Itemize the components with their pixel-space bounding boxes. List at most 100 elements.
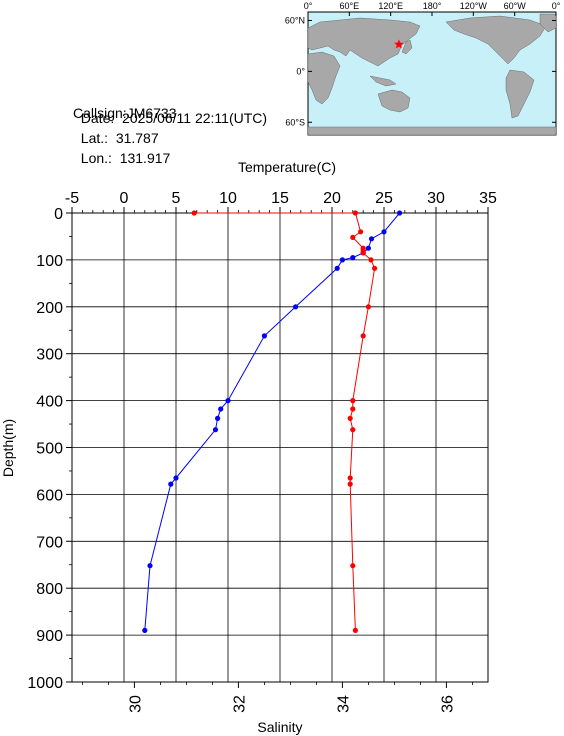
depth-tick-label: 900 [36,628,63,645]
temperature-point [261,333,267,339]
land-eurasia [307,17,421,67]
map-lon-label: 60°E [340,1,360,11]
date-value: 2025/06/11 22:11(UTC) [122,110,268,126]
map-ticks [307,12,557,123]
land-japan [401,39,413,55]
salinity-tick-label: 34 [335,695,352,713]
map-lon-label: 0° [552,1,561,11]
map-lon-label: 120°W [460,1,488,11]
temperature-point [293,304,299,310]
salinity-point [352,210,358,216]
map-lon-label: 60°W [504,1,527,11]
position-star-icon [394,39,404,49]
depth-tick-label: 300 [36,347,63,364]
salinity-profile-line [194,212,376,631]
world-map: 0° 60°E 120°E 180° 120°W 60°W 0° 60°N 0° 60°S [285,1,561,136]
temperature-point [142,627,148,634]
salinity-tick-label: 30 [127,695,144,713]
temperature-tick-label: 5 [172,190,181,207]
position-marker [394,39,404,49]
salinity-point [360,333,366,339]
temperature-point [147,563,153,569]
temperature-point [225,398,231,404]
land-greenland [539,13,557,33]
map-land [307,13,557,136]
map-lat-label: 0° [296,66,305,76]
depth-tick-label: 400 [36,394,63,411]
lat-row: Lat.: 31.787 [73,114,159,146]
salinity-point [358,229,364,235]
temperature-point [173,475,179,481]
temperature-point [397,210,403,216]
map-labels: 0° 60°E 120°E 180° 120°W 60°W 0° 60°N 0° 60°S [285,1,561,127]
temperature-tick-label: 30 [427,190,445,207]
callsign: Callsign:JM6733 [73,105,177,121]
temperature-point [365,245,371,251]
station-info: Callsign:JM6733 [73,73,177,137]
depth-tick-label: 500 [36,441,63,458]
temperature-tick-label: 0 [120,190,129,207]
salinity-point [352,627,358,634]
salinity-point [347,415,353,421]
temperature-point [334,265,340,271]
salinity-point [191,210,197,216]
temperature-point [350,255,356,261]
axis-ticks [66,207,489,688]
temperature-point [215,415,221,421]
plot-area: -5 0 5 10 15 20 25 30 35010020030040050060070080… [0,159,497,735]
temperature-point [218,406,224,412]
land-africa [307,51,341,105]
temperature-point [212,427,219,433]
depth-axis-label: Depth(m) [0,419,16,477]
lat-label: Lat.: [80,130,109,146]
temperature-point [381,229,387,235]
lat-value: 31.787 [115,130,159,146]
depth-tick-label: 100 [36,253,63,270]
lon-row: Lon.: 131.917 [73,134,171,166]
salinity-point [368,257,374,263]
map-lon-label: 0° [304,1,313,11]
salinity-point [350,398,356,404]
land-indonesia [369,75,397,87]
depth-tick-label: 700 [36,534,63,551]
salinity-point [350,427,356,433]
depth-tick-label: 1000 [27,675,63,692]
date-label: Date: [80,110,115,126]
temperature-tick-label: 25 [375,190,393,207]
temperature-tick-label: 10 [219,190,237,207]
grid [71,212,489,683]
salinity-point [350,406,356,412]
salinity-tick-label: 36 [439,695,456,713]
salinity-point [347,481,353,487]
tick-labels: -5 0 5 10 15 20 25 30 35010020030040050060070080… [27,190,497,713]
map-lat-label: 60°S [285,117,305,127]
temperature-profile-line [144,212,400,631]
lon-label: Lon.: [80,150,112,166]
salinity-tick-label: 32 [231,695,248,713]
salinity-point [350,234,356,240]
salinity-point [347,475,353,481]
salinity-point [360,250,366,256]
land-south-america [505,69,535,119]
date-row: Date: 2025/06/11 22:11(UTC) [73,94,267,126]
salinity-point [365,304,371,310]
land-australia [377,89,411,113]
salinity-point [372,265,378,271]
depth-tick-label: 0 [54,206,63,223]
depth-tick-label: 200 [36,300,63,317]
map-lon-label: 180° [423,1,442,11]
temperature-tick-label: -5 [65,190,79,207]
temperature-tick-label: 35 [479,190,497,207]
depth-tick-label: 600 [36,487,63,504]
temperature-point [339,257,345,263]
map-lon-label: 120°E [378,1,403,11]
lon-value: 131.917 [119,150,171,166]
series-layer [142,210,403,634]
temperature-axis-label: Temperature(C) [238,159,336,175]
temperature-tick-label: 20 [323,190,341,207]
depth-tick-label: 800 [36,581,63,598]
land-north-america [445,15,547,65]
temperature-tick-label: 15 [271,190,289,207]
map-lat-label: 60°N [285,15,305,25]
